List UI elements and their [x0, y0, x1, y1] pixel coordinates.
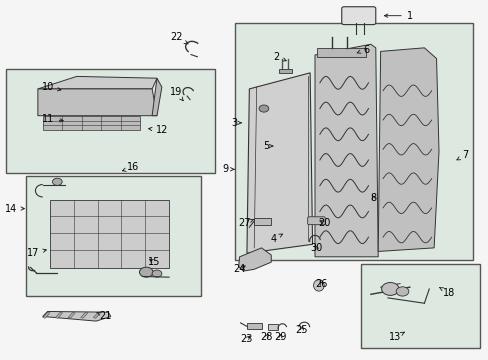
Polygon shape	[93, 312, 101, 318]
Polygon shape	[42, 311, 111, 321]
Bar	[6, 69, 215, 173]
Bar	[42, 116, 140, 130]
Polygon shape	[152, 78, 162, 116]
Text: 18: 18	[439, 288, 454, 297]
Text: 14: 14	[5, 203, 24, 213]
Ellipse shape	[313, 280, 324, 291]
Bar	[254, 217, 271, 225]
Text: 3: 3	[231, 118, 241, 128]
Text: 13: 13	[388, 332, 404, 342]
Text: 24: 24	[233, 264, 245, 274]
Polygon shape	[68, 312, 75, 318]
Polygon shape	[377, 48, 438, 251]
Bar	[317, 48, 366, 57]
Bar	[267, 324, 277, 330]
Text: 25: 25	[295, 325, 307, 335]
Text: 2: 2	[272, 52, 285, 62]
Circle shape	[152, 270, 162, 277]
Text: 15: 15	[148, 257, 161, 267]
Bar	[234, 23, 472, 260]
Polygon shape	[55, 312, 62, 318]
Circle shape	[259, 105, 268, 112]
Polygon shape	[81, 312, 88, 318]
Text: 4: 4	[270, 234, 282, 244]
Polygon shape	[314, 44, 377, 257]
Text: 20: 20	[318, 218, 330, 228]
Bar	[26, 176, 201, 296]
Text: 27: 27	[238, 218, 253, 228]
Text: 23: 23	[240, 334, 253, 344]
Text: 28: 28	[260, 332, 272, 342]
FancyBboxPatch shape	[341, 7, 375, 24]
Text: 16: 16	[122, 162, 139, 172]
Bar	[246, 323, 261, 329]
Text: 9: 9	[222, 164, 233, 174]
Circle shape	[52, 178, 62, 185]
Bar	[278, 68, 291, 73]
Polygon shape	[238, 248, 271, 271]
Text: 11: 11	[41, 114, 63, 124]
Text: 5: 5	[263, 141, 272, 151]
Text: 26: 26	[314, 279, 327, 289]
Text: 6: 6	[356, 45, 368, 55]
Polygon shape	[38, 89, 157, 116]
Text: 12: 12	[148, 125, 168, 135]
Text: 8: 8	[369, 193, 376, 203]
Polygon shape	[38, 76, 157, 89]
Text: 30: 30	[310, 243, 322, 253]
Circle shape	[139, 267, 153, 277]
Text: 17: 17	[27, 248, 46, 258]
FancyBboxPatch shape	[307, 217, 325, 225]
Text: 19: 19	[170, 87, 183, 101]
Polygon shape	[42, 312, 50, 318]
Text: 29: 29	[274, 332, 286, 342]
Bar	[361, 264, 479, 348]
Polygon shape	[246, 73, 312, 253]
Text: 22: 22	[170, 32, 187, 44]
Text: 10: 10	[41, 82, 61, 92]
Text: 7: 7	[456, 150, 468, 160]
Circle shape	[381, 283, 398, 296]
Text: 1: 1	[384, 11, 412, 21]
Circle shape	[395, 287, 408, 296]
Bar	[50, 200, 169, 267]
Text: 21: 21	[97, 311, 112, 321]
